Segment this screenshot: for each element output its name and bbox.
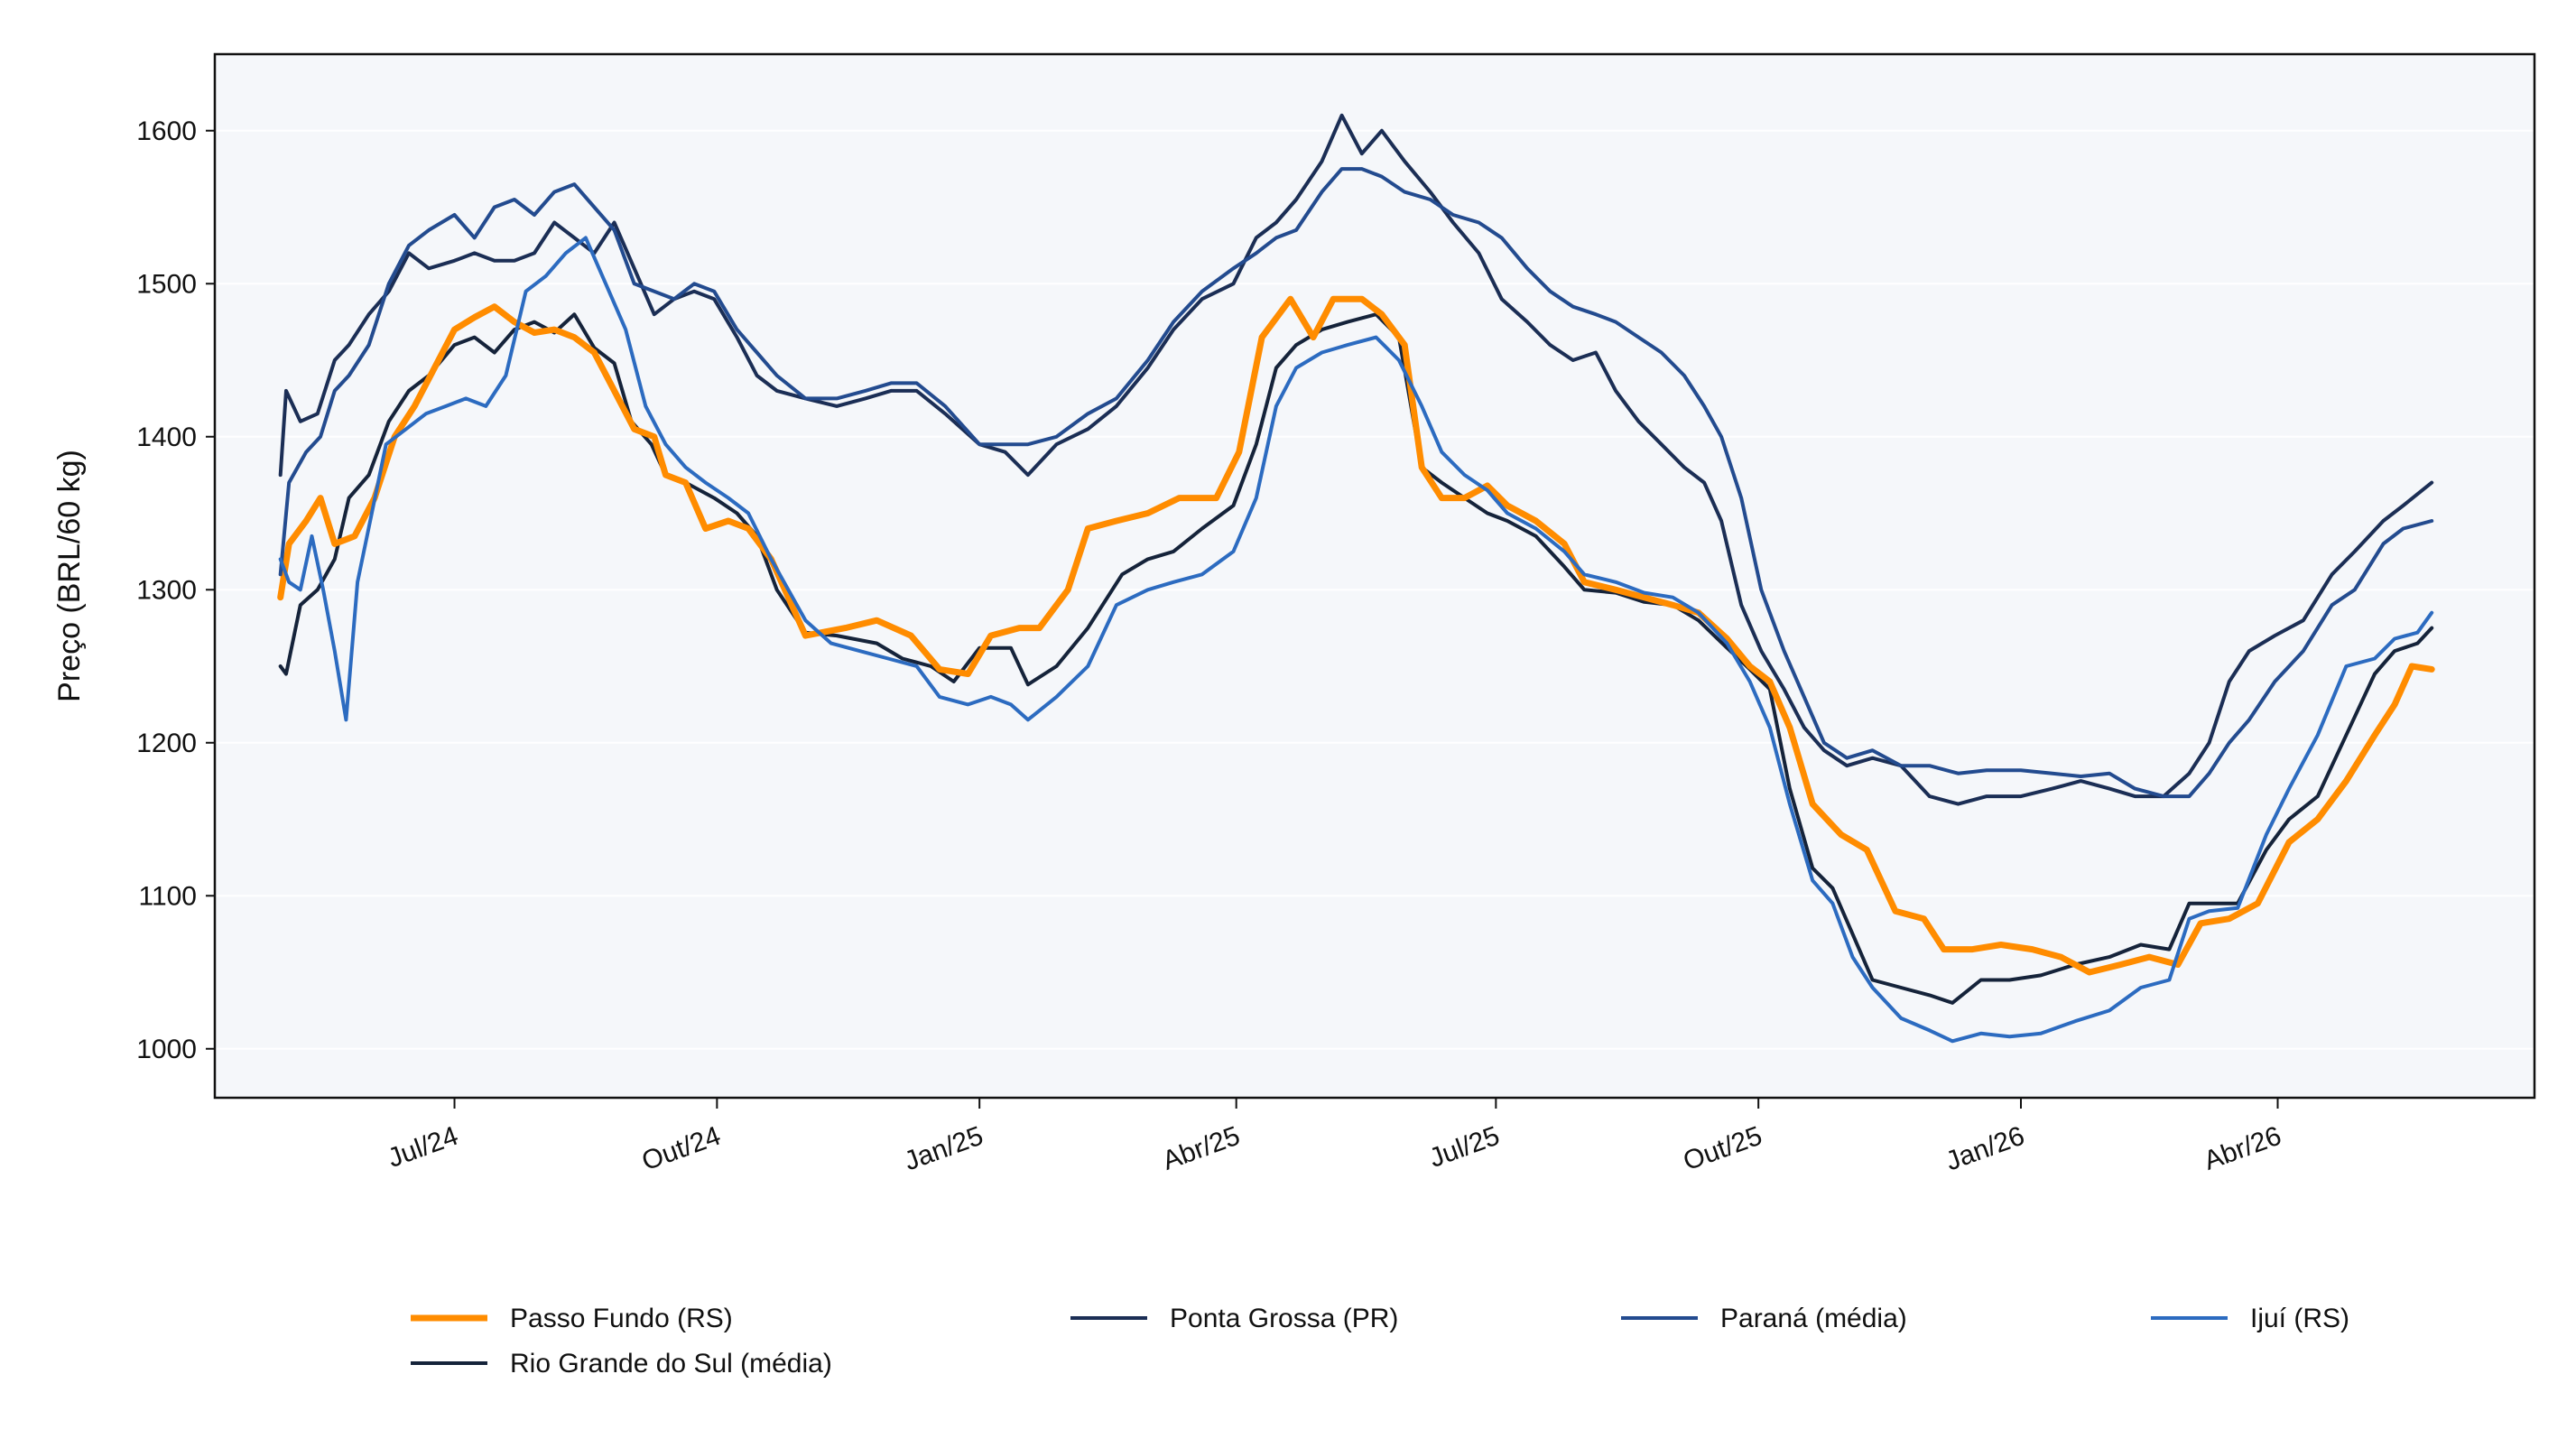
legend-label: Passo Fundo (RS) (510, 1304, 733, 1333)
y-tick-label: 1600 (136, 116, 197, 146)
x-tick-label: Out/25 (1680, 1121, 1766, 1177)
plot-frame (213, 52, 2536, 1100)
x-tick-label: Jan/25 (901, 1121, 987, 1177)
plot-background (215, 54, 2534, 1098)
gridlines (215, 129, 2534, 1050)
y-tick-label: 1300 (136, 575, 197, 605)
legend: Passo Fundo (RS) Ponta Grossa (PR) Paraná … (411, 1304, 2349, 1379)
y-tick-label: 1500 (136, 269, 197, 299)
y-tick-label: 1000 (136, 1035, 197, 1064)
series-line-ijui-rs (278, 236, 2434, 1044)
legend-label: Rio Grande do Sul (média) (510, 1349, 832, 1379)
series-lines (277, 113, 2435, 1044)
legend-label: Paraná (média) (1720, 1304, 1907, 1333)
y-axis-label: Preço (BRL/60 kg) (52, 450, 87, 702)
x-axis: Jul/24 Out/24 Jan/25 Abr/25 Jul/25 Out/25 Jan/… (384, 1098, 2285, 1177)
x-tick-label: Jul/25 (1425, 1121, 1504, 1174)
x-tick-label: Jul/24 (384, 1121, 462, 1174)
series-line-parana-media (278, 167, 2434, 799)
series-line-ponta-grossa-pr (278, 113, 2434, 806)
legend-label: Ponta Grossa (PR) (1170, 1304, 1398, 1333)
legend-label: Ijuí (RS) (2250, 1304, 2349, 1333)
x-tick-label: Jan/26 (1941, 1121, 2028, 1177)
y-axis: 1000 1100 1200 1300 1400 1500 1600 (136, 116, 215, 1064)
y-tick-label: 1100 (138, 881, 197, 911)
y-tick-label: 1200 (136, 729, 197, 758)
series-line-passo-fundo-rs (277, 295, 2435, 976)
x-tick-label: Abr/25 (1159, 1121, 1244, 1176)
y-tick-label: 1400 (136, 422, 197, 452)
x-tick-label: Out/24 (638, 1121, 725, 1177)
x-tick-label: Abr/26 (2201, 1121, 2285, 1176)
